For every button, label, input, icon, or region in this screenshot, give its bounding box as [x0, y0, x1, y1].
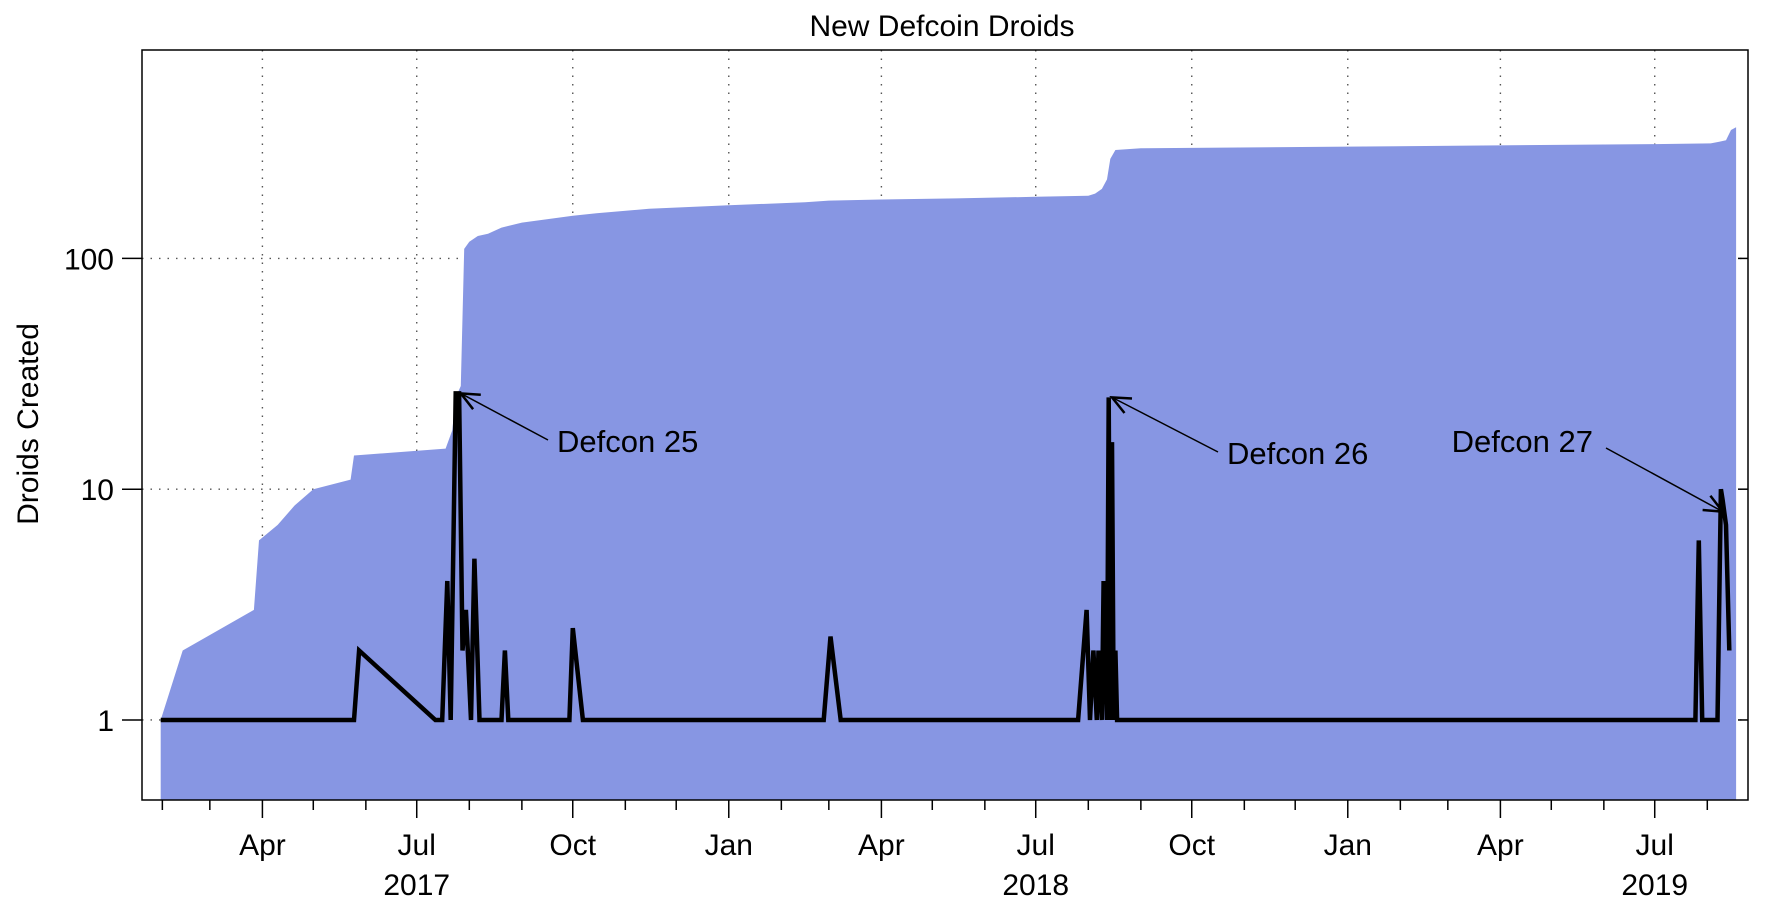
x-tick-label: Jan	[705, 829, 753, 862]
x-tick-label: Oct	[1168, 829, 1215, 862]
x-year-label: 2017	[383, 869, 450, 902]
x-tick-label: Oct	[549, 829, 596, 862]
annotations: Defcon 25 Defcon 26 Defcon 27	[458, 391, 1726, 514]
x-year-label: 2018	[1002, 869, 1069, 902]
x-tick-label: Jan	[1324, 829, 1372, 862]
annotation-label: Defcon 25	[557, 424, 698, 459]
chart-title: New Defcoin Droids	[809, 10, 1074, 43]
x-tick-label: Jul	[398, 829, 436, 862]
annotation-arrow-line	[1605, 447, 1723, 513]
x-tick-label: Apr	[858, 829, 905, 862]
annotation-label: Defcon 26	[1227, 436, 1368, 471]
daily-droids-line	[160, 391, 1732, 723]
x-tick-label: Apr	[1477, 829, 1524, 862]
x-tick-label: Jul	[1017, 829, 1055, 862]
annotation-arrow-line	[1111, 396, 1219, 453]
y-tick-label: 100	[64, 243, 114, 276]
annotation-arrowhead	[1109, 395, 1133, 414]
plot-border	[141, 49, 1749, 801]
cumulative-droids-area	[160, 127, 1737, 801]
y-tick-label: 10	[81, 474, 114, 507]
y-tick-label: 1	[97, 705, 114, 738]
y-axis-title: Droids Created	[12, 323, 45, 525]
annotation-arrowhead	[1702, 494, 1726, 514]
annotation-label: Defcon 27	[1452, 424, 1593, 459]
x-tick-label: Jul	[1636, 829, 1674, 862]
annotation-arrow-line	[460, 392, 549, 441]
axes: Apr Jul Oct Jan Apr Jul Oct Jan Apr Jul 2017 2018 20…	[64, 243, 1748, 902]
x-year-label: 2019	[1621, 869, 1688, 902]
plot-frame	[141, 49, 1749, 801]
annotation-arrowhead	[458, 391, 481, 410]
x-tick-label: Apr	[239, 829, 286, 862]
